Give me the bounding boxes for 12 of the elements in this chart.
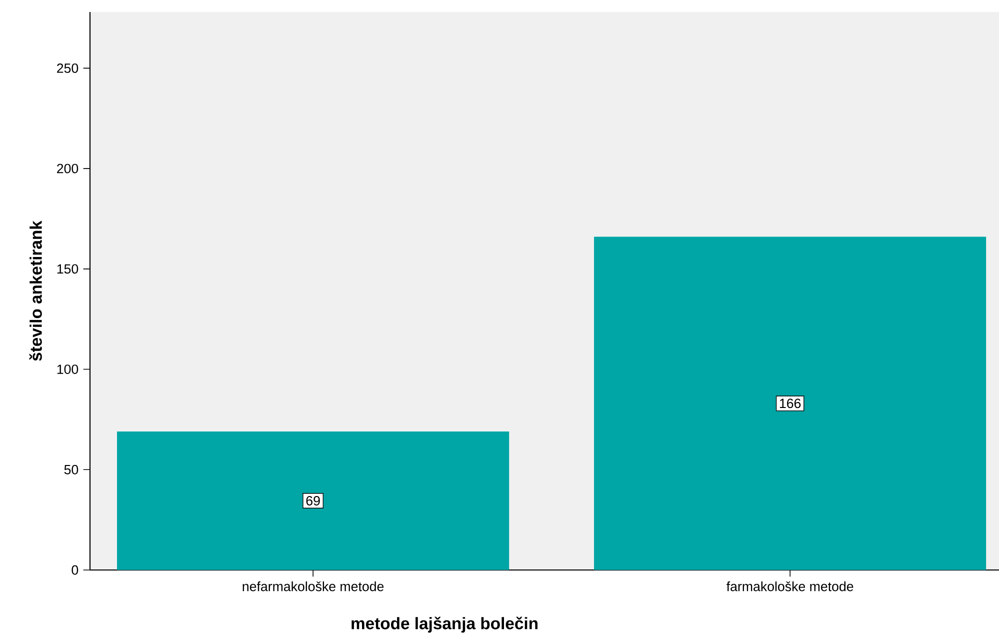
y-axis-title: število anketirank xyxy=(29,220,42,361)
x-axis-title: metode lajšanja bolečin xyxy=(352,616,538,633)
y-tick-label: 100 xyxy=(57,364,78,374)
data-label: 166 xyxy=(780,398,801,408)
x-tick-label: nefarmakološke metode xyxy=(242,581,384,592)
x-tick-label: farmakološke metode xyxy=(726,581,854,592)
y-tick-label: 250 xyxy=(57,63,78,73)
data-label: 69 xyxy=(306,496,320,506)
y-tick-label: 50 xyxy=(64,464,78,474)
y-tick-label: 0 xyxy=(72,565,78,575)
y-tick-label: 150 xyxy=(57,264,78,274)
y-tick-label: 200 xyxy=(57,164,78,174)
